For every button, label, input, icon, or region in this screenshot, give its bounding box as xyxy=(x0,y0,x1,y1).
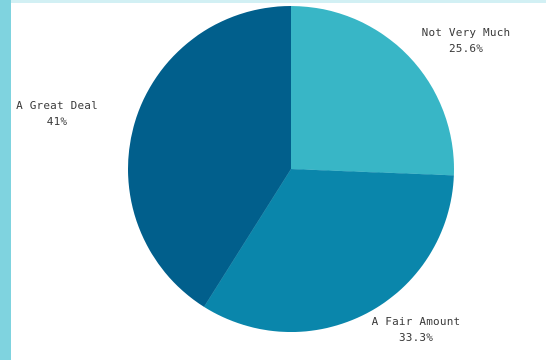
slice-value-not-very-much: 25.6% xyxy=(449,42,483,55)
slice-label-a-great-deal: A Great Deal xyxy=(16,99,98,112)
side-accent-bar xyxy=(0,0,11,360)
pie-slice-a-great-deal xyxy=(128,6,291,307)
pie-slice-a-fair-amount xyxy=(204,169,454,332)
slice-label-a-fair-amount: A Fair Amount xyxy=(372,315,461,328)
pie-slice-not-very-much xyxy=(291,6,455,176)
slice-value-a-great-deal: 41% xyxy=(47,115,68,128)
slice-label-not-very-much: Not Very Much xyxy=(422,26,511,39)
slice-value-a-fair-amount: 33.3% xyxy=(399,331,433,344)
top-accent-strip xyxy=(11,0,546,3)
